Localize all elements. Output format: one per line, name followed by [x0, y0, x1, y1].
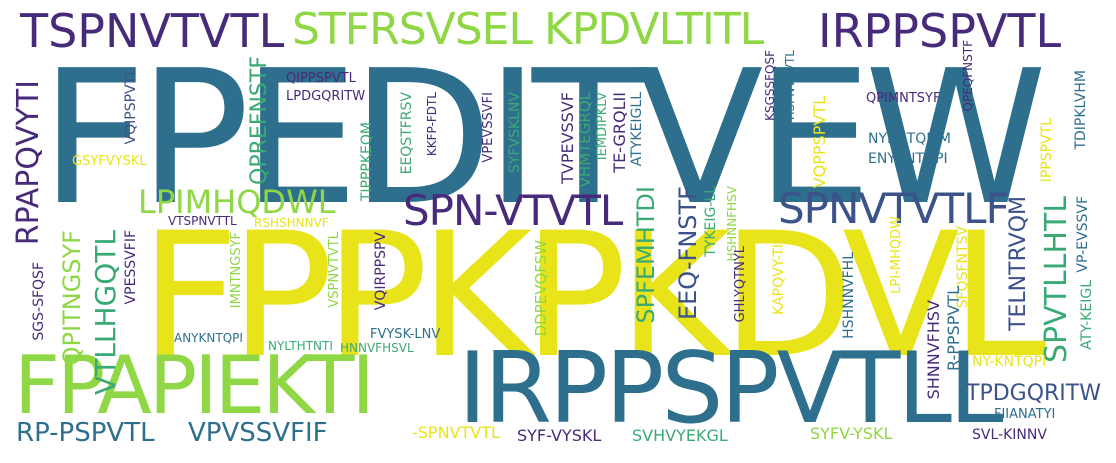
cloud-word: SGS-SFQSF [31, 262, 47, 341]
cloud-word: RSPNVTVTL [783, 50, 797, 120]
cloud-word: IPPSPVTL [1039, 118, 1055, 183]
cloud-word: QIPPSPVTL [286, 71, 356, 86]
cloud-word: TELNTRVQM [1006, 196, 1031, 331]
cloud-word: TSPNVTVTL [20, 4, 285, 58]
cloud-word: VQIRPPSPV [373, 232, 389, 311]
cloud-word: LPI-MHQDW [889, 216, 904, 294]
cloud-word: KSGSSFQSF [763, 50, 777, 121]
cloud-word: VQPPSPVTL [810, 96, 829, 189]
cloud-word: LPIMHQDWL [138, 183, 336, 221]
cloud-word: VPVSSVFIF [188, 418, 328, 448]
cloud-word: IMNTNGSYF [229, 232, 244, 309]
cloud-word: EEQ-FNSTF [674, 186, 702, 321]
cloud-word: TPDGQRITW [966, 381, 1101, 406]
cloud-word: TIPPPKEQM [359, 122, 375, 202]
cloud-word: GSYFVYSKL [72, 154, 147, 169]
cloud-word: VTLLHGQTL [89, 230, 122, 395]
cloud-word: TE-GRQLII [610, 92, 629, 173]
cloud-word: FPEDITVEW [40, 30, 1047, 246]
cloud-word: RSHSHNNVF [254, 216, 329, 230]
cloud-word: SYFV-YSKL [810, 424, 893, 443]
cloud-word: GHLYQTNYL [733, 246, 748, 323]
cloud-word: STFRSVSEL [292, 4, 533, 55]
cloud-word: VHMTEGRQL [576, 92, 594, 188]
cloud-word: NYLTHTNTI [268, 339, 333, 353]
cloud-word: FIIANATYI [994, 407, 1056, 422]
cloud-word: FPPKPKDVL [140, 195, 1047, 396]
cloud-word: DDPEVQFSW [532, 240, 550, 337]
cloud-word: TDIPKLVHM [1073, 70, 1089, 150]
cloud-word: SHNNVFHSV [924, 300, 943, 400]
cloud-word: QPEQFNSTF [961, 40, 975, 112]
cloud-word: VP-EVSSVF [1075, 196, 1091, 273]
cloud-word: SPFEMHTDI [632, 186, 660, 324]
cloud-word: HNNVFHSVL [340, 341, 414, 355]
cloud-word: SPN-VTVTL [403, 186, 623, 235]
cloud-word: KPDVLTITL [544, 4, 764, 55]
cloud-word: NY-KNTQPI [972, 354, 1047, 370]
cloud-word: KAPQVY-TI [771, 244, 787, 315]
cloud-word: FPAPIEKTI [14, 339, 375, 432]
cloud-word: R-PPSPVTL [944, 286, 963, 371]
cloud-word: HSHNNVFHL [841, 252, 857, 339]
cloud-word: TVPEVSSVF [558, 92, 577, 184]
cloud-word: IRPPSPVTLL [458, 332, 1004, 446]
cloud-word: VPESSVFIF [123, 230, 139, 305]
cloud-word: EEQSTFRSV [399, 92, 415, 175]
cloud-word: ATY-KEIGL [1079, 280, 1095, 350]
cloud-word: VSPNVTVTL [327, 232, 342, 308]
cloud-word: VQIPSPVTL [123, 68, 139, 145]
cloud-word: QPITNGSYF [58, 230, 86, 366]
cloud-word: VTSPNVTTL [168, 214, 237, 228]
cloud-word: SVHVYEKGL [632, 426, 728, 445]
cloud-word: SYFVSKLNV [507, 92, 523, 173]
cloud-word: ENYKNTQPI [868, 151, 948, 167]
cloud-word: RP-PSPVTL [16, 418, 155, 448]
cloud-word: SVL-KINNV [972, 427, 1047, 443]
cloud-word: ANYKNTQPI [174, 331, 243, 345]
cloud-word: IRPPSPVTL [818, 4, 1062, 58]
cloud-word: KKFP-FDTL [425, 92, 439, 157]
cloud-word: VPEVSSVFI [481, 92, 496, 163]
cloud-word: NYKNTQPIM [868, 131, 951, 147]
cloud-word: ATYKEIGLL [629, 92, 645, 167]
cloud-word: SPNVTVTLF [778, 184, 1010, 233]
cloud-word: FVYSK-LNV [370, 327, 441, 342]
cloud-word: SYF-VYSKL [517, 426, 602, 445]
cloud-word: IEMDIPKLV [595, 92, 610, 161]
cloud-word: QPIMNTSYF [866, 91, 941, 106]
cloud-word: QPREFNSTF [247, 56, 272, 185]
cloud-word: RPAPQVYTI [11, 80, 46, 246]
cloud-word: -SPNVTVTL [412, 423, 500, 442]
cloud-word: LPDGQRITW [286, 89, 366, 104]
cloud-word: SPVTLLHTL [1039, 196, 1074, 364]
cloud-word: TYKEIG-LL [703, 186, 719, 257]
